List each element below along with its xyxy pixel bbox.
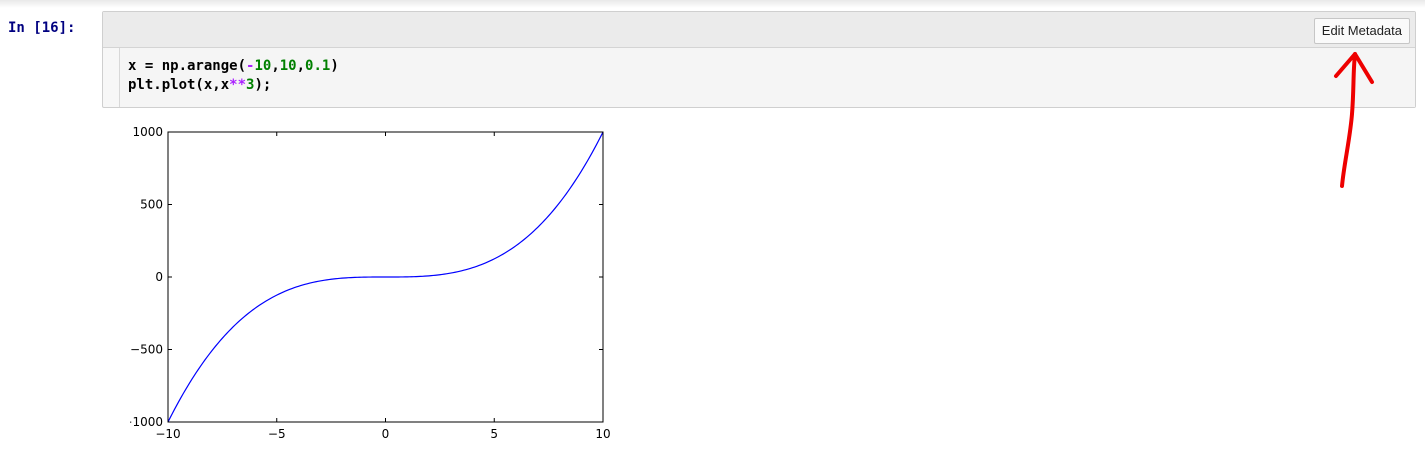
code-token: ); [254, 77, 272, 93]
y-tick-label: 500 [140, 198, 163, 212]
notebook-top-shadow [0, 0, 1425, 8]
code-token: 0.1 [305, 58, 331, 74]
series-line-x-cubed [167, 131, 604, 423]
plot-frame [167, 131, 604, 423]
code-token: , [271, 58, 280, 74]
code-token: x = np.arange( [128, 58, 247, 74]
x-tick-label: 5 [490, 427, 498, 441]
x-tick-label: 0 [382, 427, 390, 441]
line-chart: −10 −5 0 5 10 −1000 −500 0 500 1000 [122, 125, 610, 441]
code-text: x = np.arange(-10,10,0.1) plt.plot(x,x**… [128, 57, 339, 95]
arrow-head [1334, 52, 1374, 84]
x-tick-label: −10 [155, 427, 180, 441]
y-tick-label: −500 [130, 343, 163, 357]
x-tick-label: 10 [595, 427, 610, 441]
code-token: plt.plot(x,x [128, 77, 230, 93]
code-token: - [246, 58, 255, 74]
code-token: 3 [246, 77, 255, 93]
code-cell[interactable]: Edit Metadata x = np.arange(-10,10,0.1) … [102, 11, 1416, 108]
code-token: , [296, 58, 306, 74]
code-editor[interactable]: x = np.arange(-10,10,0.1) plt.plot(x,x**… [119, 48, 1415, 107]
x-tick-label: −5 [268, 427, 286, 441]
code-token: 10 [254, 58, 272, 74]
plot-output: −10 −5 0 5 10 −1000 −500 0 500 1000 [122, 122, 620, 453]
y-tick-label: 1000 [132, 125, 163, 139]
code-token: ** [229, 77, 247, 93]
y-tick-label: −1000 [130, 415, 163, 429]
red-arrow-annotation [1334, 52, 1374, 188]
code-token: 10 [279, 58, 297, 74]
arrow-shaft [1340, 52, 1357, 188]
code-token: ) [330, 58, 339, 74]
input-prompt: In [16]: [8, 20, 76, 36]
cell-toolbar: Edit Metadata [103, 12, 1415, 48]
edit-metadata-button[interactable]: Edit Metadata [1313, 18, 1410, 44]
y-tick-label: 0 [155, 270, 163, 284]
